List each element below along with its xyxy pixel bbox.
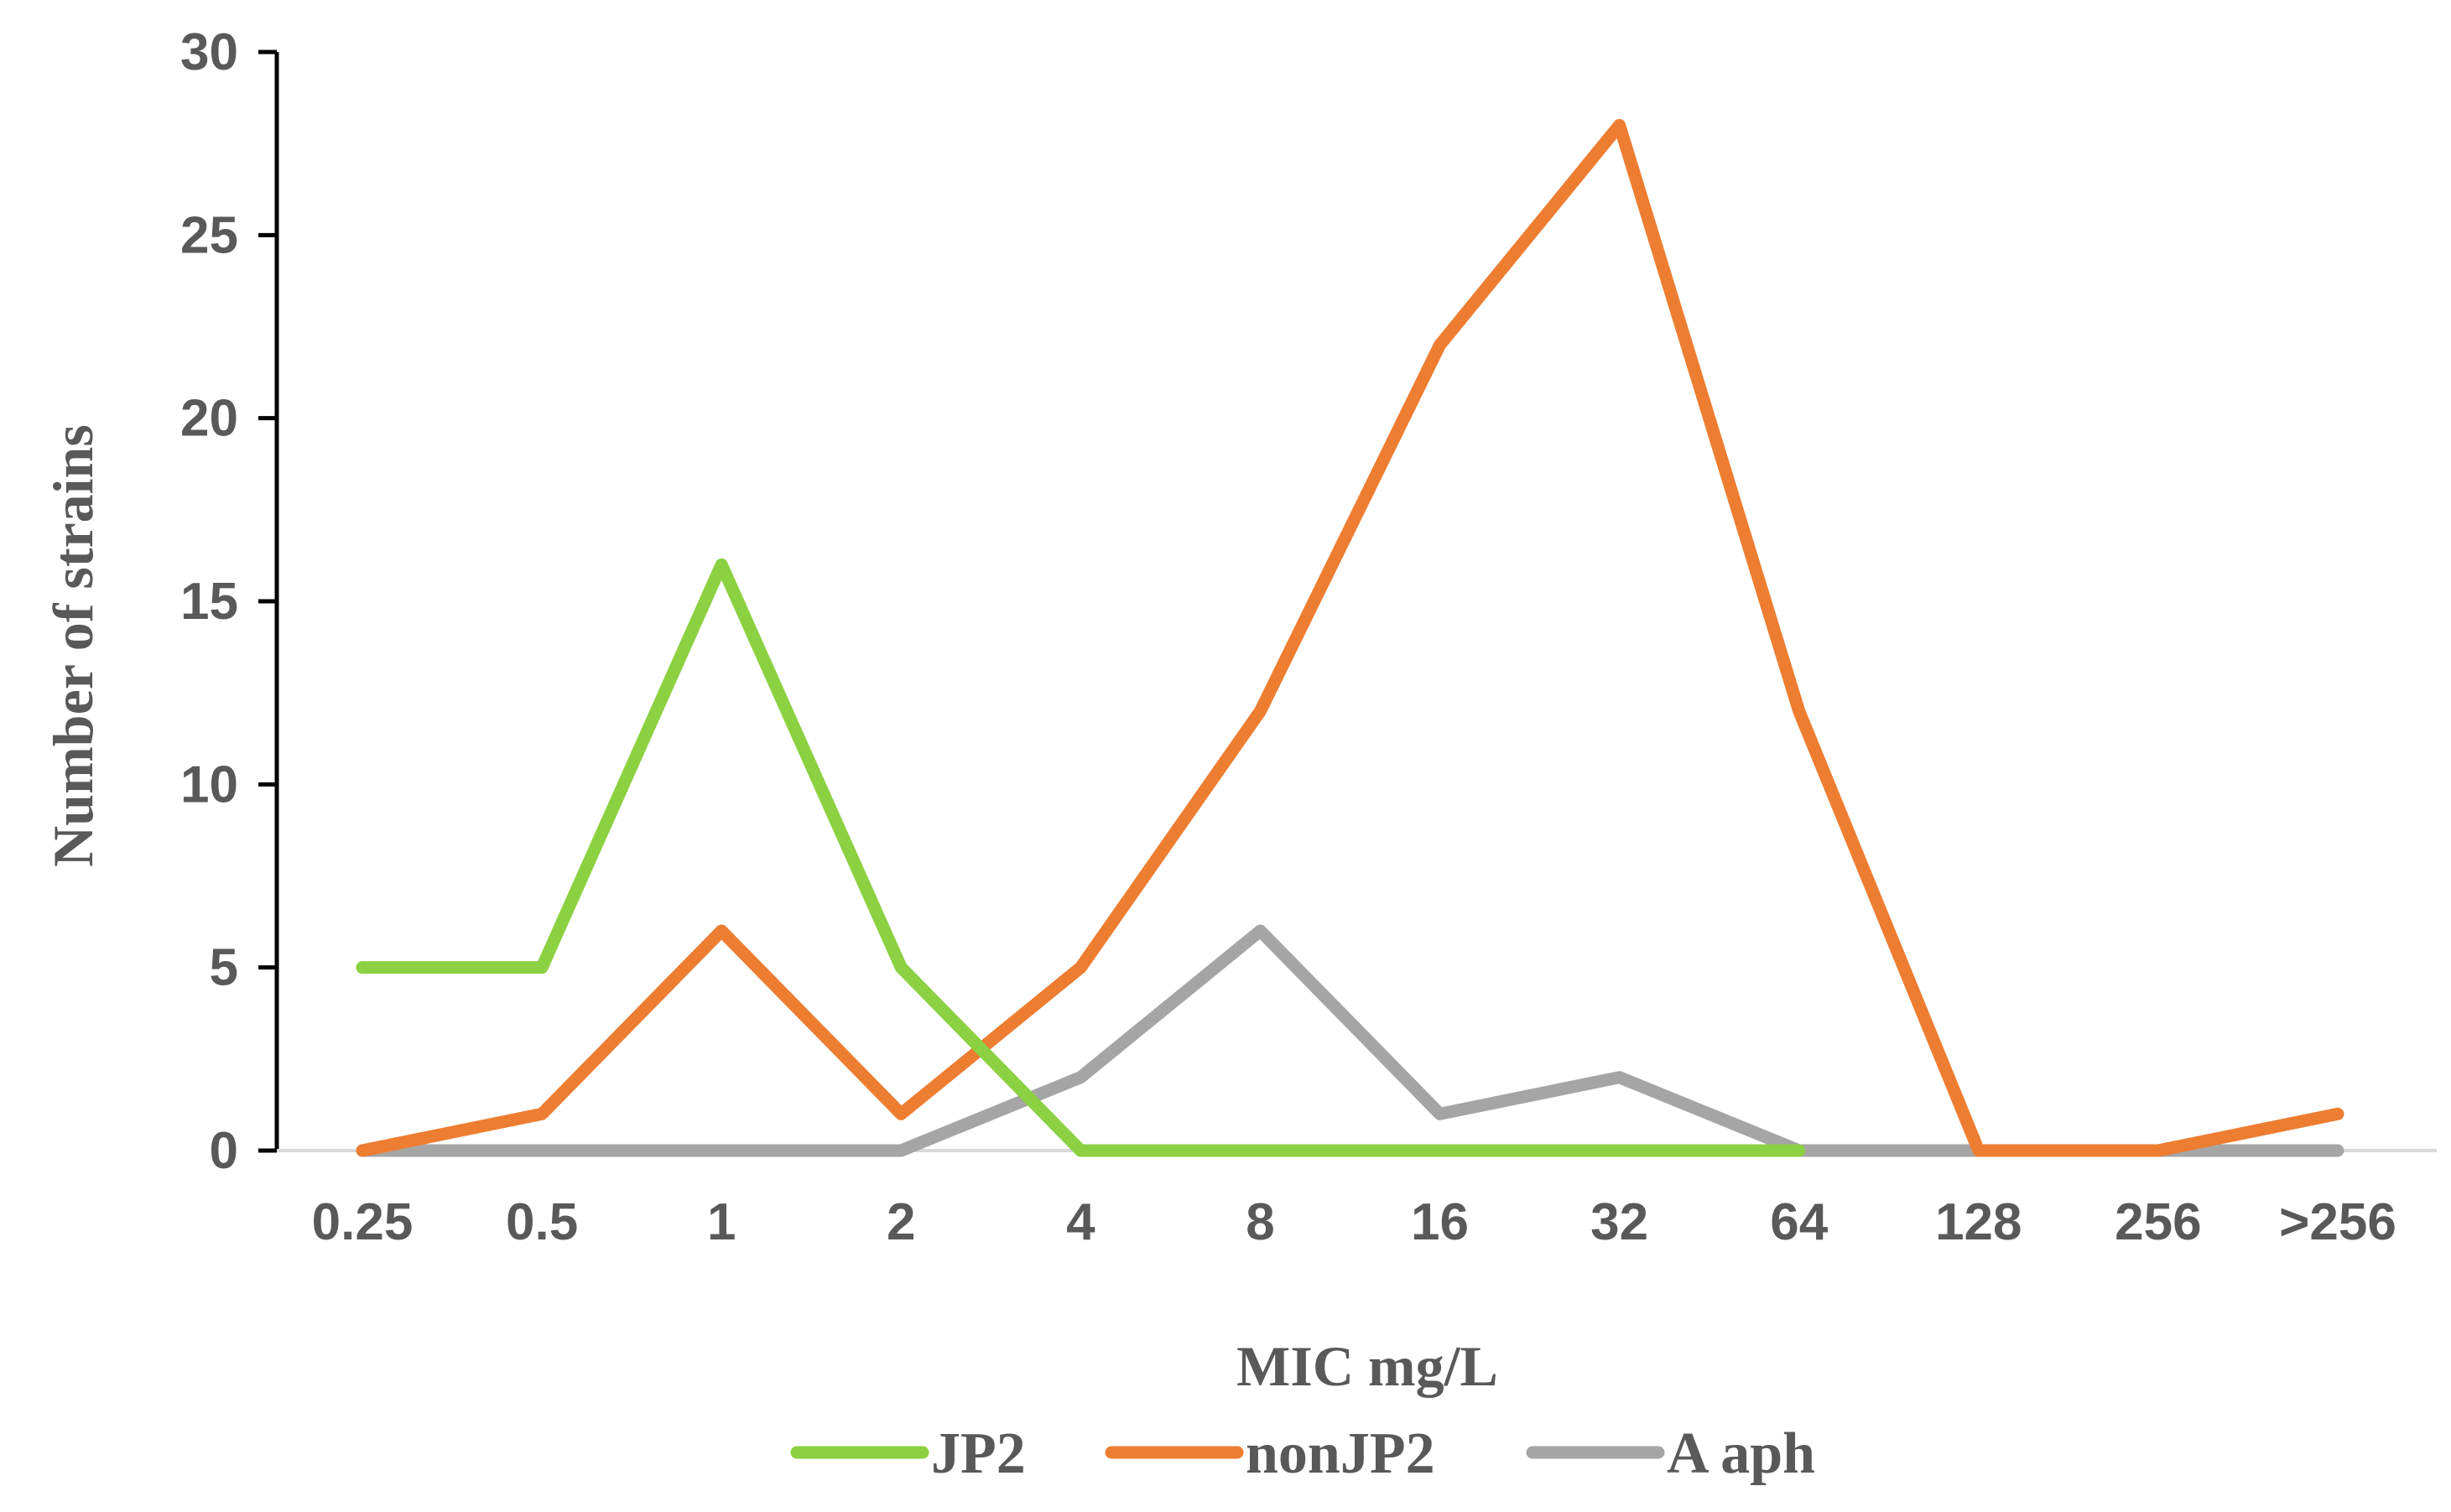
x-tick-label: 1 <box>707 1193 736 1251</box>
y-tick-label: 5 <box>210 939 238 997</box>
y-tick-label: 30 <box>180 23 238 81</box>
axes <box>274 52 2437 1152</box>
x-axis-title: MIC mg/L <box>1236 1334 1498 1398</box>
x-tick-label: >256 <box>2279 1193 2396 1251</box>
x-tick-label: 0.5 <box>506 1193 578 1251</box>
series-line-a-aph <box>356 924 2344 1157</box>
x-tick-label: 256 <box>2115 1193 2201 1251</box>
y-axis-title: Number of strains <box>41 424 105 867</box>
x-tick-label: 16 <box>1411 1193 1469 1251</box>
series-line-jp2 <box>356 558 1806 1157</box>
x-tick-label: 2 <box>887 1193 915 1251</box>
legend-label: A aph <box>1667 1421 1815 1486</box>
legend: JP2 nonJP2 A aph <box>790 1421 1815 1486</box>
y-tick-label: 20 <box>180 390 238 448</box>
legend-label: nonJP2 <box>1246 1421 1435 1486</box>
series-line-nonjp2 <box>356 118 2344 1157</box>
x-tick-label: 8 <box>1246 1193 1274 1251</box>
x-axis-ticks: 0.25 0.5 1 2 4 8 16 32 64 128 256 >256 <box>312 1193 2396 1251</box>
y-tick-label: 15 <box>180 573 238 631</box>
x-tick-label: 128 <box>1935 1193 2022 1251</box>
x-tick-label: 4 <box>1066 1193 1095 1251</box>
series-lines <box>356 118 2344 1157</box>
x-tick-label: 64 <box>1770 1193 1828 1251</box>
y-tick-label: 0 <box>210 1122 238 1180</box>
y-tick-label: 10 <box>180 756 238 813</box>
x-tick-label: 32 <box>1590 1193 1648 1251</box>
y-tick-label: 25 <box>180 206 238 264</box>
y-axis-ticks: 0 5 10 15 20 25 30 <box>180 23 277 1180</box>
x-tick-label: 0.25 <box>312 1193 414 1251</box>
legend-label: JP2 <box>931 1421 1026 1486</box>
